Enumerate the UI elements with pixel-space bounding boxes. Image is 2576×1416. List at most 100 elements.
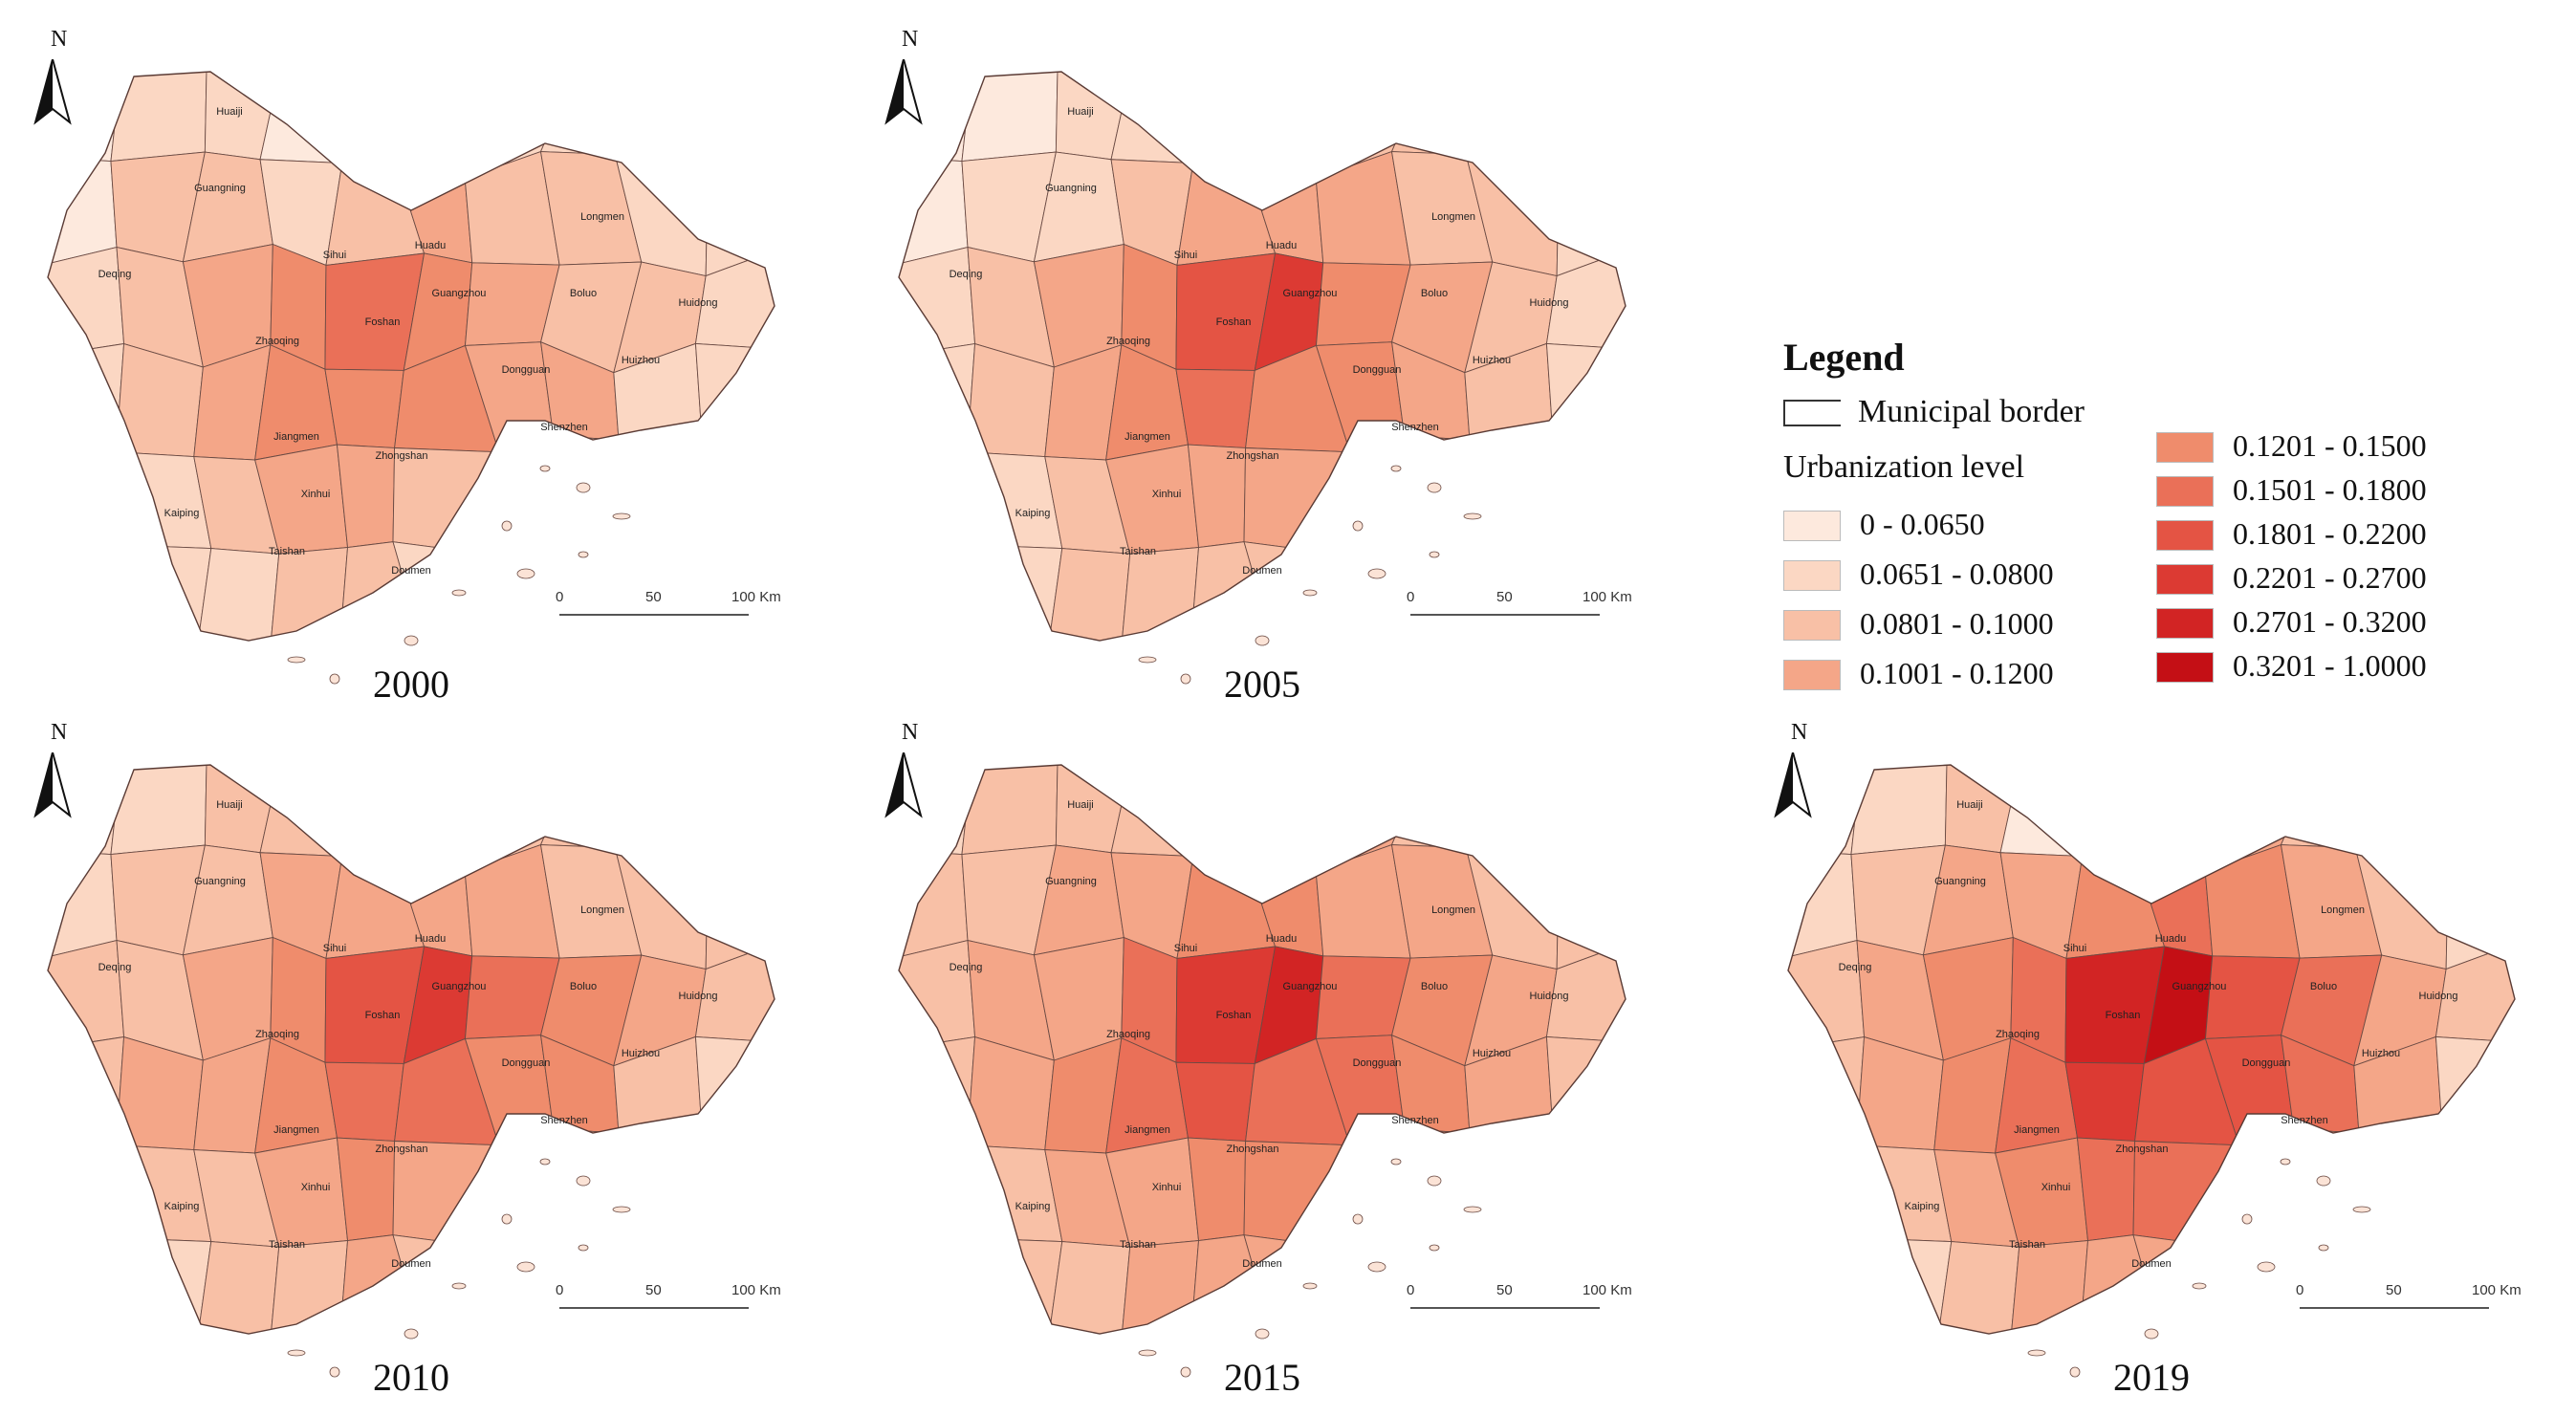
island-shape [612, 512, 631, 520]
place-label: Huadu [1266, 240, 1297, 251]
place-label: Jiangmen [273, 431, 319, 443]
place-label: Kaiping [1015, 508, 1051, 519]
district-polygon [1788, 1144, 1857, 1244]
district-polygon [1333, 1248, 1410, 1334]
district-polygon [1545, 1035, 1626, 1147]
north-arrow-icon: N [33, 720, 91, 825]
island-shape [1390, 1158, 1402, 1165]
legend-class-label: 0.3201 - 1.0000 [2233, 648, 2427, 683]
legend-swatch [1783, 610, 1841, 641]
district-polygon [1390, 765, 1474, 848]
legend-swatch [2156, 564, 2214, 595]
district-polygon [1788, 1236, 1879, 1334]
place-label: Sihui [323, 943, 346, 954]
island-shape [1367, 1261, 1386, 1273]
region-outline [1787, 764, 2516, 1335]
district-polygon [110, 765, 207, 856]
scale-bar: 0 50 100 Km [556, 1282, 827, 1340]
district-polygon [614, 72, 720, 160]
place-label: Zhongshan [375, 450, 427, 462]
district-polygon [539, 72, 622, 155]
district-polygon [1048, 1241, 1131, 1334]
year-label: 2019 [2113, 1356, 2190, 1399]
district-polygon [1559, 765, 1626, 860]
island-shape [578, 551, 589, 558]
place-label: Guangzhou [1283, 288, 1338, 299]
place-label: Zhongshan [2115, 1144, 2168, 1155]
place-label: Zhaoqing [1106, 1029, 1150, 1040]
legend-swatch [1783, 660, 1841, 690]
district-polygon [1121, 547, 1200, 641]
place-label: Shenzhen [1391, 1115, 1439, 1126]
island-shape [2316, 1175, 2331, 1187]
district-polygon [1121, 1240, 1200, 1334]
north-arrow-icon: N [1774, 720, 1831, 825]
scale-bar: 0 50 100 Km [1407, 589, 1678, 646]
district-polygon [392, 447, 500, 556]
region-outline [47, 71, 775, 642]
legend-class-label: 0.2701 - 0.3200 [2233, 604, 2427, 639]
legend-class-label: 0.2201 - 0.2700 [2233, 560, 2427, 595]
legend-class-label: 0.1801 - 0.2200 [2233, 516, 2427, 551]
island-shape [451, 1282, 467, 1290]
district-polygon [48, 1035, 125, 1146]
district-polygon [270, 547, 349, 641]
district-polygon [1552, 1135, 1626, 1254]
place-label: Sihui [1174, 943, 1197, 954]
island-shape [287, 1349, 306, 1357]
island-shape [516, 1261, 535, 1273]
island-shape [1367, 568, 1386, 579]
district-polygon [341, 765, 398, 858]
district-polygon [494, 435, 555, 558]
year-label: 2010 [373, 1356, 449, 1399]
place-label: Taishan [2009, 1239, 2045, 1251]
north-arrow-icon: N [884, 27, 942, 132]
place-label: Guangning [194, 876, 246, 887]
district-polygon [197, 1241, 280, 1334]
district-polygon [1192, 765, 1249, 858]
island-shape [2318, 1244, 2329, 1252]
district-polygon [2280, 765, 2363, 848]
place-label: Dongguan [1353, 1057, 1402, 1069]
district-polygon [2235, 1128, 2295, 1252]
map-panel-2010: Huaiji Guangning Deqing Sihui Huadu Longmen Bo… [10, 712, 832, 1401]
place-label: Huidong [1530, 991, 1569, 1002]
district-polygon [1243, 541, 1347, 641]
place-label: Sihui [2063, 943, 2086, 954]
place-label: Guangning [194, 183, 246, 194]
districts-group [899, 72, 1626, 641]
districts-group [48, 72, 775, 641]
district-polygon [708, 765, 775, 860]
district-polygon [48, 157, 118, 265]
island-shape [1302, 1282, 1318, 1290]
district-polygon [392, 1141, 500, 1250]
map-panel-2019: Huaiji Guangning Deqing Sihui Huadu Longmen Bo… [1750, 712, 2572, 1401]
district-polygon [540, 1128, 620, 1252]
map-legend: Legend Municipal border Urbanization lev… [1774, 335, 2539, 708]
island-shape [1180, 673, 1191, 685]
districts-group [899, 765, 1626, 1334]
legend-swatch [2156, 652, 2214, 683]
district-polygon [1788, 939, 1866, 1050]
place-label: Huizhou [622, 355, 660, 366]
legend-swatch [1783, 560, 1841, 591]
district-polygon [2434, 1035, 2515, 1147]
district-polygon [1110, 765, 1206, 858]
district-polygon [324, 1061, 404, 1142]
year-label: 2000 [373, 663, 449, 706]
district-polygon [1048, 548, 1131, 641]
place-label: Sihui [323, 250, 346, 261]
place-label: Zhaoqing [1106, 336, 1150, 347]
district-polygon [899, 939, 976, 1050]
district-polygon [394, 72, 491, 180]
north-arrow-icon: N [884, 720, 942, 825]
north-arrow-icon: N [33, 27, 91, 132]
district-polygon [48, 850, 118, 958]
legend-class-label: 0.1001 - 0.1200 [1860, 656, 2054, 690]
district-polygon [1788, 850, 1858, 958]
place-label: Doumen [391, 565, 431, 577]
place-label: Xinhui [1152, 1182, 1182, 1193]
place-label: Foshan [365, 316, 401, 328]
district-polygon [106, 543, 212, 641]
region-outline [47, 764, 775, 1335]
